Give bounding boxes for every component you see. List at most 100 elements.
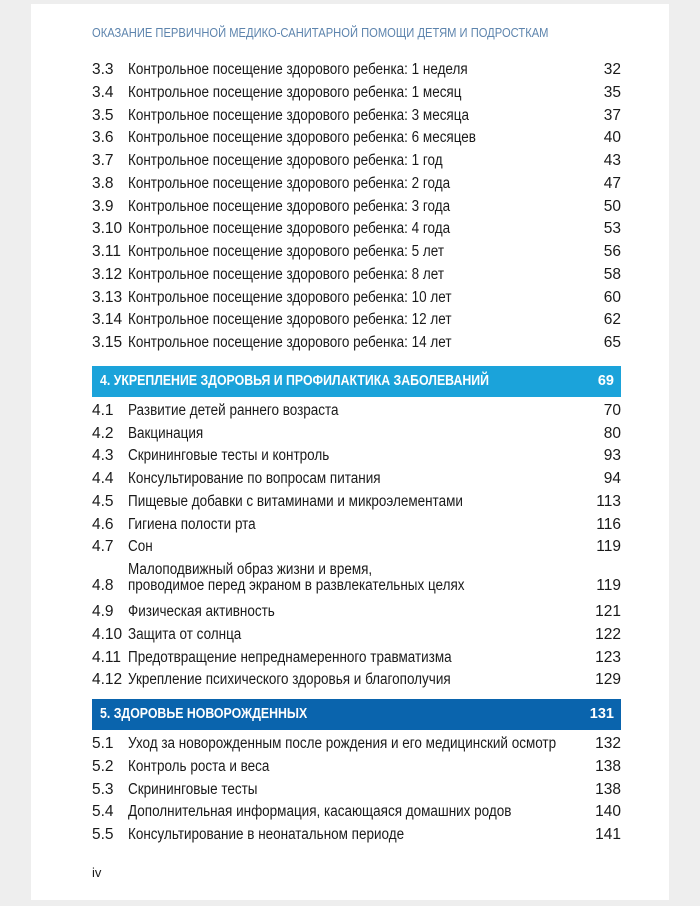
entry-title: Контрольное посещение здорового ребенка:… — [128, 197, 451, 215]
entry-title: Гигиена полости рта — [128, 515, 256, 533]
entry-title: Контрольное посещение здорового ребенка:… — [128, 106, 469, 124]
entry-page: 119 — [596, 577, 621, 594]
toc-entry[interactable]: 4.8 Малоподвижный образ жизни и время, про… — [92, 559, 621, 601]
entry-number: 4.1 — [92, 401, 114, 419]
entry-number: 4.12 — [92, 671, 123, 689]
toc-entry[interactable]: 4.4 Консультирование по вопросам питания 9… — [92, 468, 621, 491]
entry-page: 40 — [603, 129, 621, 147]
entry-page: 119 — [596, 538, 621, 556]
entry-title: Контрольное посещение здорового ребенка:… — [128, 152, 443, 169]
entry-number: 4.9 — [92, 603, 114, 620]
entry-title: Контрольное посещение здорового ребенка:… — [128, 174, 451, 192]
entry-number: 5.4 — [92, 803, 114, 821]
entry-page: 121 — [595, 603, 621, 620]
entry-number: 4.7 — [92, 538, 114, 556]
toc-entry[interactable]: 4.2 Вакцинация 80 — [92, 423, 621, 446]
entry-page: 35 — [603, 83, 621, 101]
entry-title: Защита от солнца — [128, 625, 242, 643]
toc-entry[interactable]: 4.11 Предотвращение непреднамеренного тра… — [92, 647, 621, 670]
page-number: iv — [92, 865, 102, 880]
entry-number: 3.8 — [92, 174, 114, 192]
entry-number: 4.8 — [92, 577, 114, 594]
toc-entry[interactable]: 4.7 Сон 119 — [92, 536, 621, 559]
entry-title: Контрольное посещение здорового ребенка:… — [128, 334, 452, 351]
entry-page: 50 — [603, 197, 621, 215]
entry-title: Консультирование по вопросам питания — [128, 470, 381, 487]
section-page: 131 — [589, 706, 614, 722]
section-title: 5. ЗДОРОВЬЕ НОВОРОЖДЕННЫХ — [100, 706, 308, 722]
entry-title: Контрольное посещение здорового ребенка:… — [128, 83, 462, 101]
entry-title: Контрольное посещение здорового ребенка:… — [128, 311, 452, 329]
entry-title: Физическая активность — [128, 603, 275, 620]
entry-page: 138 — [595, 780, 621, 798]
section-page: 69 — [597, 372, 614, 389]
toc-entry[interactable]: 3.8 Контрольное посещение здорового ребен… — [92, 173, 621, 196]
toc-entry[interactable]: 3.10 Контрольное посещение здорового ребе… — [92, 218, 621, 241]
entry-number: 3.7 — [92, 152, 114, 169]
entry-page: 113 — [596, 492, 621, 510]
entry-title: Контрольное посещение здорового ребенка:… — [128, 243, 445, 260]
toc-entry[interactable]: 3.11 Контрольное посещение здорового ребе… — [92, 241, 621, 264]
toc-entry[interactable]: 4.3 Скрининговые тесты и контроль 93 — [92, 445, 621, 468]
toc-entry[interactable]: 3.14 Контрольное посещение здорового ребе… — [92, 309, 621, 332]
entry-title: Скрининговые тесты и контроль — [128, 447, 330, 465]
entry-page: 132 — [595, 735, 621, 752]
entry-page: 80 — [603, 424, 621, 442]
entry-page: 70 — [603, 401, 621, 419]
entry-number: 4.6 — [92, 515, 114, 533]
entry-title: Контрольное посещение здорового ребенка:… — [128, 288, 452, 306]
document-page: ОКАЗАНИЕ ПЕРВИЧНОЙ МЕДИКО-САНИТАРНОЙ ПОМ… — [31, 4, 669, 900]
toc-entry[interactable]: 3.4 Контрольное посещение здорового ребен… — [92, 82, 621, 105]
entry-title: Контрольное посещение здорового ребенка:… — [128, 220, 451, 238]
toc-entry[interactable]: 5.5 Консультирование в неонатальном перио… — [92, 824, 621, 847]
entry-page: 58 — [603, 265, 621, 283]
toc-entry[interactable]: 3.9 Контрольное посещение здорового ребен… — [92, 196, 621, 219]
entry-page: 138 — [595, 757, 621, 775]
toc-entry[interactable]: 5.2 Контроль роста и веса 138 — [92, 756, 621, 779]
toc-entry[interactable]: 5.1 Уход за новорожденным после рождения … — [92, 733, 621, 756]
toc-entry[interactable]: 4.12 Укрепление психического здоровья и б… — [92, 669, 621, 692]
entry-page: 56 — [603, 243, 621, 260]
entry-number: 4.10 — [92, 625, 123, 643]
entry-number: 3.12 — [92, 265, 123, 283]
toc-entry[interactable]: 4.10 Защита от солнца 122 — [92, 624, 621, 647]
entry-title: Пищевые добавки с витаминами и микроэлем… — [128, 492, 463, 510]
entry-number: 3.13 — [92, 288, 123, 306]
entry-page: 53 — [603, 220, 621, 238]
entry-title: Малоподвижный образ жизни и время, провод… — [128, 562, 464, 594]
section-heading[interactable]: 4. УКРЕПЛЕНИЕ ЗДОРОВЬЯ И ПРОФИЛАКТИКА ЗА… — [92, 365, 621, 397]
toc-entry[interactable]: 4.6 Гигиена полости рта 116 — [92, 514, 621, 537]
entry-number: 4.3 — [92, 447, 114, 465]
running-head: ОКАЗАНИЕ ПЕРВИЧНОЙ МЕДИКО-САНИТАРНОЙ ПОМ… — [92, 25, 549, 40]
entry-title: Уход за новорожденным после рождения и е… — [128, 735, 557, 752]
toc-entry[interactable]: 4.1 Развитие детей раннего возраста 70 — [92, 400, 621, 423]
toc-entry[interactable]: 4.9 Физическая активность 121 — [92, 601, 621, 624]
entry-number: 3.4 — [92, 83, 114, 101]
entry-page: 47 — [603, 174, 621, 192]
entry-title: Контроль роста и веса — [128, 757, 270, 775]
toc-entry[interactable]: 3.13 Контрольное посещение здорового ребе… — [92, 287, 621, 310]
entry-title-line: проводимое перед экраном в развлекательн… — [128, 577, 465, 594]
section-heading[interactable]: 5. ЗДОРОВЬЕ НОВОРОЖДЕННЫХ 131 — [92, 699, 621, 730]
toc-entry[interactable]: 3.12 Контрольное посещение здорового ребе… — [92, 264, 621, 287]
entry-page: 123 — [595, 648, 621, 666]
entry-page: 94 — [603, 470, 621, 487]
entry-number: 5.5 — [92, 826, 114, 843]
entry-number: 3.9 — [92, 197, 114, 215]
entry-page: 122 — [595, 625, 621, 643]
entry-page: 43 — [603, 152, 621, 169]
toc-entry[interactable]: 3.7 Контрольное посещение здорового ребен… — [92, 150, 621, 173]
entry-title: Контрольное посещение здорового ребенка:… — [128, 129, 476, 147]
entry-page: 93 — [603, 447, 621, 465]
entry-number: 5.2 — [92, 757, 114, 775]
toc-entry[interactable]: 3.15 Контрольное посещение здорового ребе… — [92, 332, 621, 355]
entry-page: 129 — [595, 671, 621, 689]
toc-entry[interactable]: 5.3 Скрининговые тесты 138 — [92, 779, 621, 802]
toc-entry[interactable]: 3.3 Контрольное посещение здорового ребен… — [92, 59, 621, 82]
toc-entry[interactable]: 3.6 Контрольное посещение здорового ребен… — [92, 127, 621, 150]
toc-entry[interactable]: 4.5 Пищевые добавки с витаминами и микроэ… — [92, 491, 621, 514]
entry-number: 4.4 — [92, 470, 114, 487]
toc-entry[interactable]: 5.4 Дополнительная информация, касающаяся… — [92, 801, 621, 824]
toc-entry[interactable]: 3.5 Контрольное посещение здорового ребен… — [92, 105, 621, 128]
entry-page: 37 — [603, 106, 621, 124]
